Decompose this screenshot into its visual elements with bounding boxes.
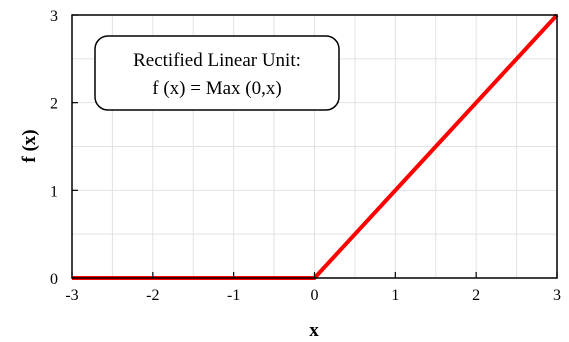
- x-tick-label: 2: [472, 287, 480, 304]
- y-tick-label: 0: [50, 271, 58, 288]
- x-tick-label: -3: [65, 287, 78, 304]
- annotation-line-1: Rectified Linear Unit:: [133, 50, 301, 71]
- x-tick-label: -2: [146, 287, 159, 304]
- annotation-frame: [94, 35, 340, 111]
- y-tick-label: 2: [50, 96, 58, 113]
- y-tick-label: 1: [50, 183, 58, 200]
- y-tick-label: 3: [50, 8, 58, 25]
- tick-labels: -3 -2 -1 0 1 2 3 0 1 2 3: [50, 8, 561, 304]
- y-axis-label: f (x): [19, 129, 40, 162]
- annotation-line-2: f (x) = Max (0,x): [152, 78, 281, 99]
- x-tick-label: 0: [311, 287, 319, 304]
- x-tick-label: 3: [553, 287, 561, 304]
- annotation-box: Rectified Linear Unit: f (x) = Max (0,x): [94, 35, 340, 111]
- x-tick-label: -1: [227, 287, 240, 304]
- x-tick-label: 1: [391, 287, 399, 304]
- x-axis-label: x: [309, 320, 319, 341]
- ticks: [71, 14, 558, 279]
